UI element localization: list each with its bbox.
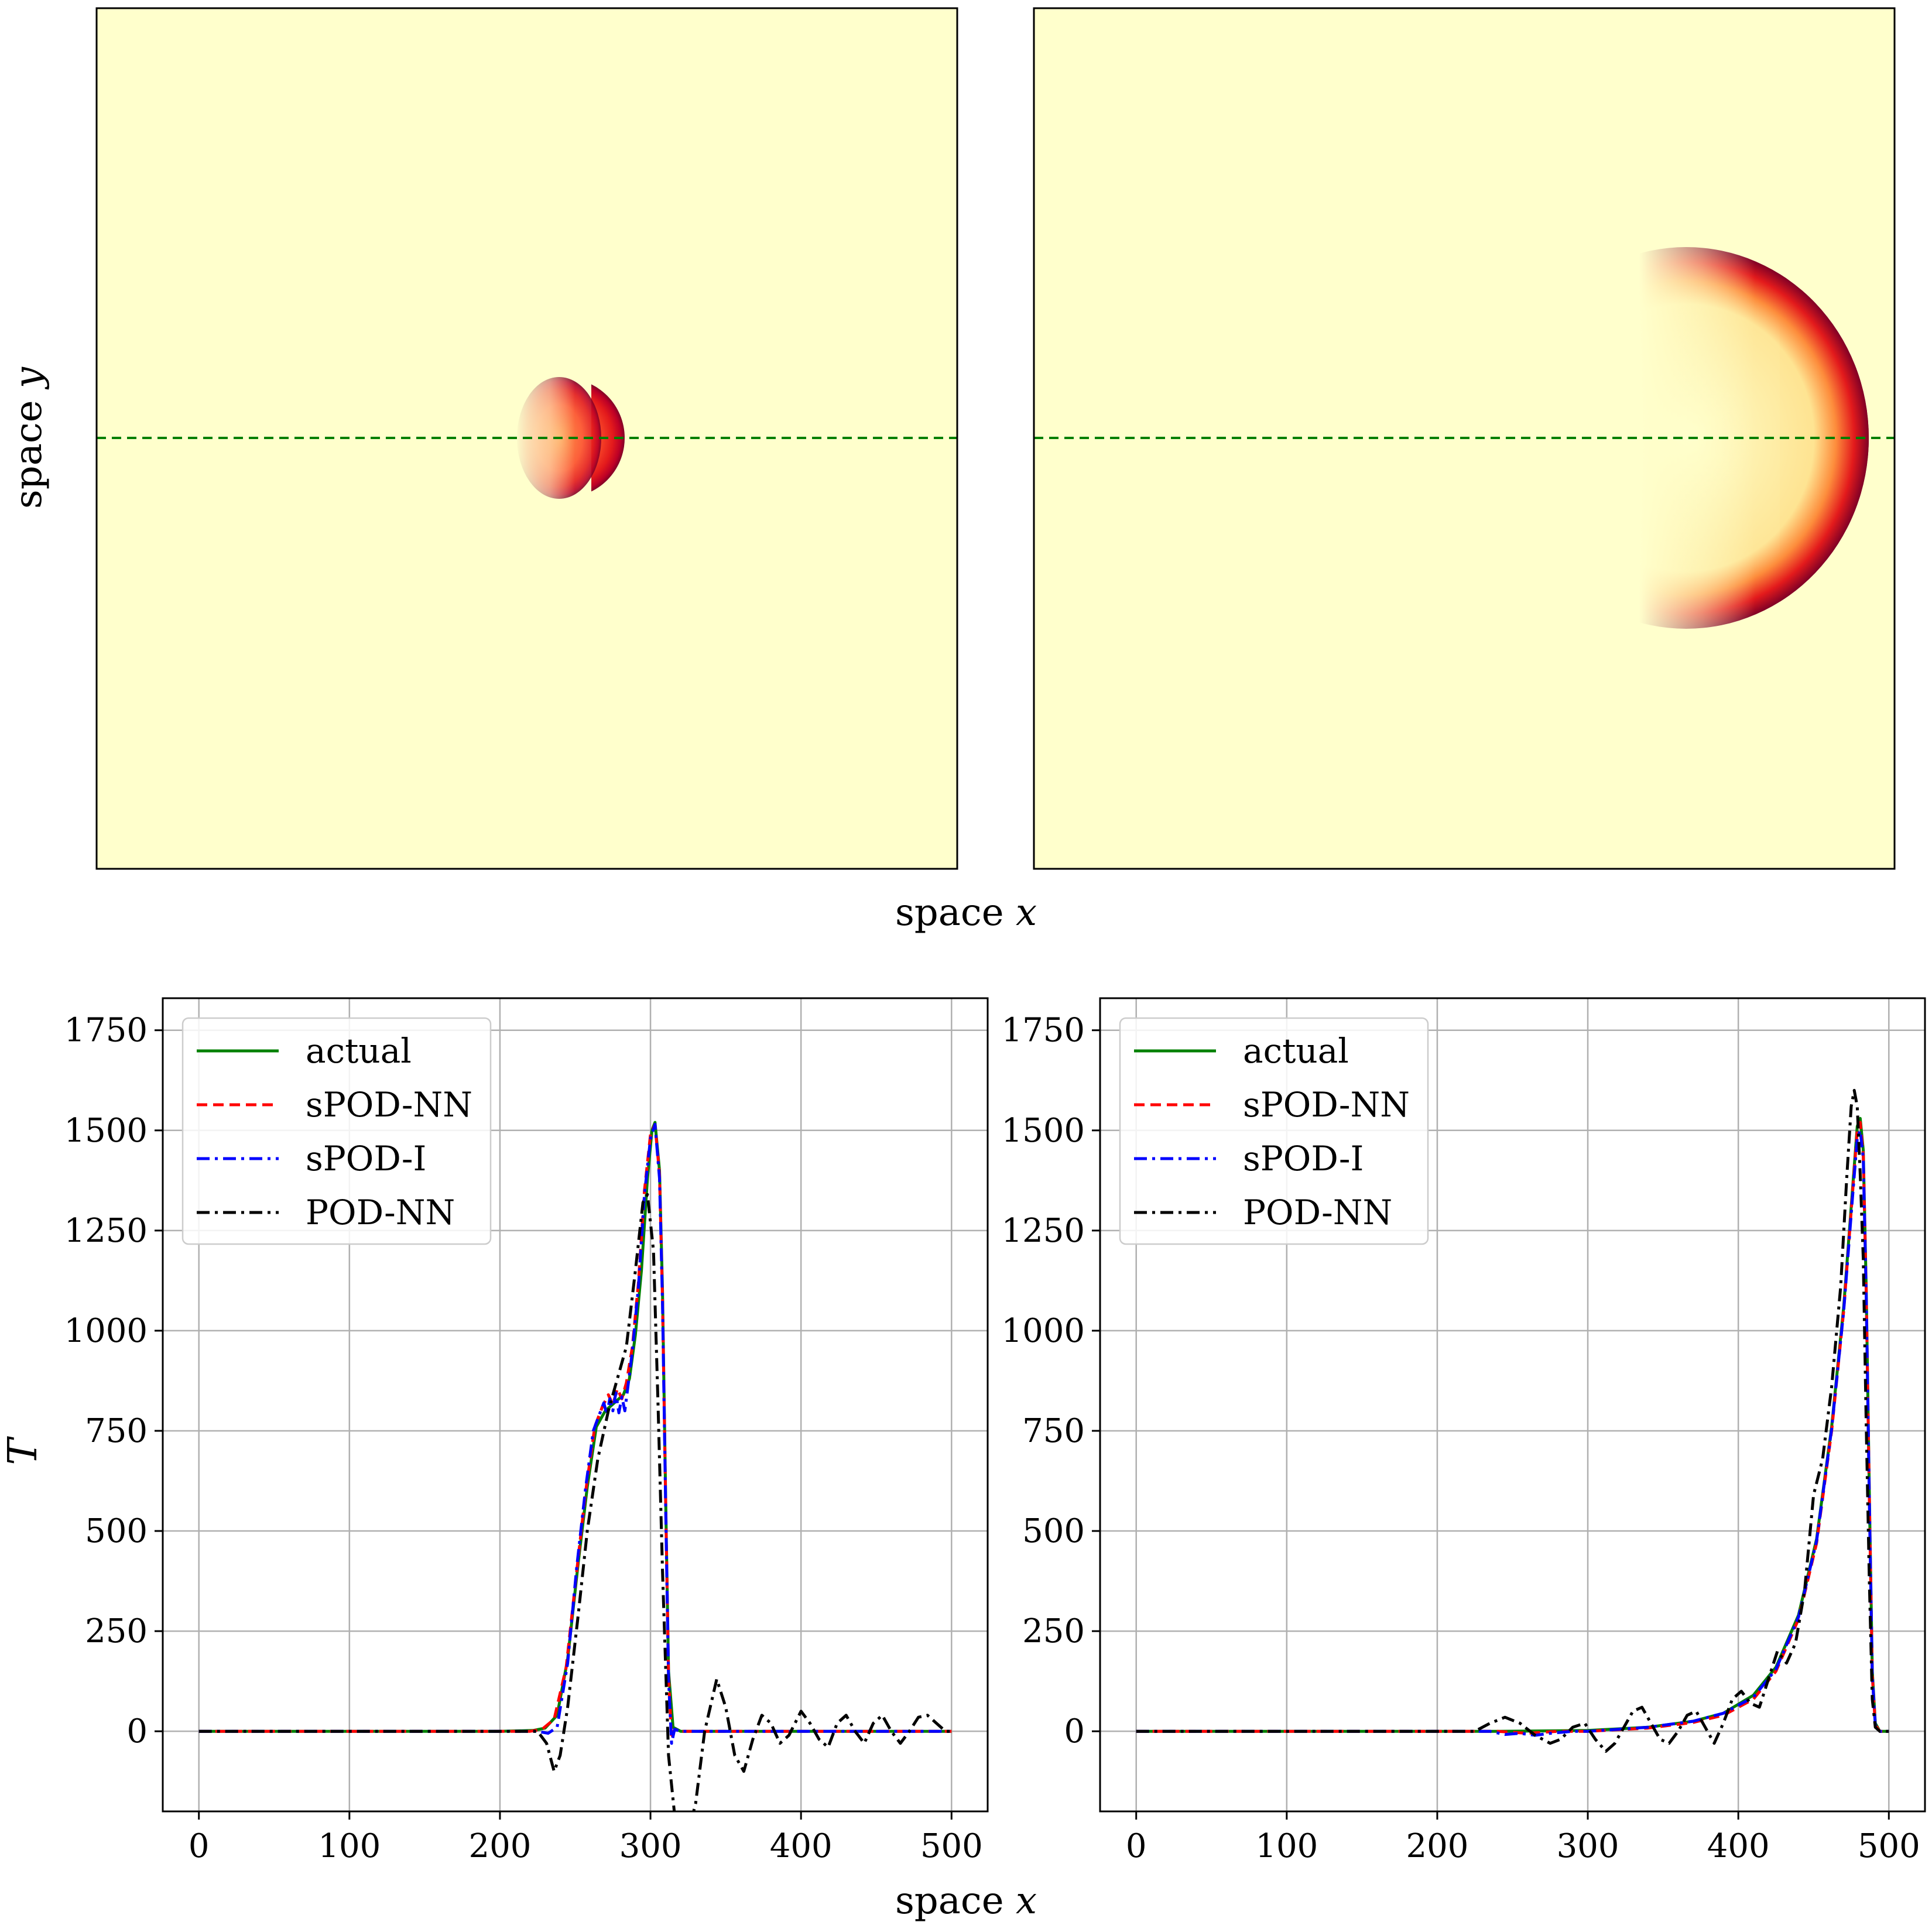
legend: actual sPOD-NN sPOD-I POD-NN (181, 1017, 492, 1245)
bottom-ylabel: T (0, 1436, 46, 1465)
series-group (198, 1121, 952, 1811)
series-line-pod-nn (198, 1193, 952, 1811)
legend-label: POD-NN (306, 1193, 455, 1232)
xtick-label: 500 (920, 1827, 983, 1865)
ytick-label: 0 (1064, 1712, 1085, 1751)
ytick-label: 1250 (1001, 1212, 1085, 1250)
xtick-label: 100 (1255, 1827, 1318, 1865)
top-xlabel: space x (895, 891, 1037, 934)
heatmap-top-left (97, 8, 957, 869)
chart-bottom-right: 0 100 200 300 400 500 0 250 500 750 1000 1250 1500 17… (1001, 997, 1926, 1865)
series-line-spod-i (198, 1123, 952, 1745)
legend-box (181, 1017, 492, 1245)
ytick-label: 0 (126, 1712, 148, 1751)
legend-label: sPOD-NN (306, 1085, 472, 1125)
ytick-label: 750 (85, 1412, 148, 1450)
xtick-label: 200 (1406, 1827, 1468, 1865)
xtick-label: 300 (1557, 1827, 1619, 1865)
xtick-label: 200 (468, 1827, 531, 1865)
legend-label: sPOD-NN (1243, 1085, 1410, 1125)
ytick-label: 1500 (64, 1112, 148, 1150)
ytick-label: 1000 (64, 1312, 148, 1350)
ytick-label: 500 (85, 1512, 148, 1550)
ytick-label: 1250 (64, 1212, 148, 1250)
heatmap-top-right (1034, 8, 1895, 869)
chart-bottom-left: 0 100 200 300 400 500 0 250 500 750 1000 1250 1500 17… (64, 997, 989, 1865)
top-ylabel: space y (7, 366, 50, 509)
ytick-label: 500 (1022, 1512, 1085, 1550)
heatmap-frame-top-right (1033, 7, 1896, 870)
ytick-label: 1500 (1001, 1112, 1085, 1150)
ytick-label: 250 (85, 1612, 148, 1650)
xtick-label: 100 (318, 1827, 381, 1865)
series-line-spod-i (1136, 1129, 1889, 1737)
xtick-label: 500 (1858, 1827, 1920, 1865)
ytick-label: 750 (1022, 1412, 1085, 1450)
legend-label: actual (306, 1031, 412, 1071)
legend-box (1119, 1017, 1429, 1245)
legend-label: sPOD-I (306, 1139, 426, 1179)
xtick-label: 300 (619, 1827, 682, 1865)
series-group (1136, 1088, 1889, 1753)
bottom-xlabel: space x (895, 1879, 1037, 1923)
flame-front-small (515, 369, 625, 509)
ytick-label: 1000 (1001, 1312, 1085, 1350)
ytick-label: 1750 (64, 1012, 148, 1050)
xtick-label: 400 (770, 1827, 833, 1865)
ytick-label: 1750 (1001, 1012, 1085, 1050)
xtick-label: 0 (1126, 1827, 1147, 1865)
series-line-spod-nn (1136, 1121, 1889, 1735)
series-line-pod-nn (1136, 1088, 1889, 1753)
legend-label: actual (1243, 1031, 1349, 1071)
heatmap-frame-top-left (95, 7, 958, 870)
legend: actual sPOD-NN sPOD-I POD-NN (1119, 1017, 1429, 1245)
axes-frame (162, 997, 989, 1813)
xtick-label: 0 (189, 1827, 210, 1865)
ytick-label: 250 (1022, 1612, 1085, 1650)
axes-frame (1099, 997, 1926, 1813)
legend-label: POD-NN (1243, 1193, 1392, 1232)
xtick-label: 400 (1707, 1827, 1770, 1865)
legend-label: sPOD-I (1243, 1139, 1364, 1179)
